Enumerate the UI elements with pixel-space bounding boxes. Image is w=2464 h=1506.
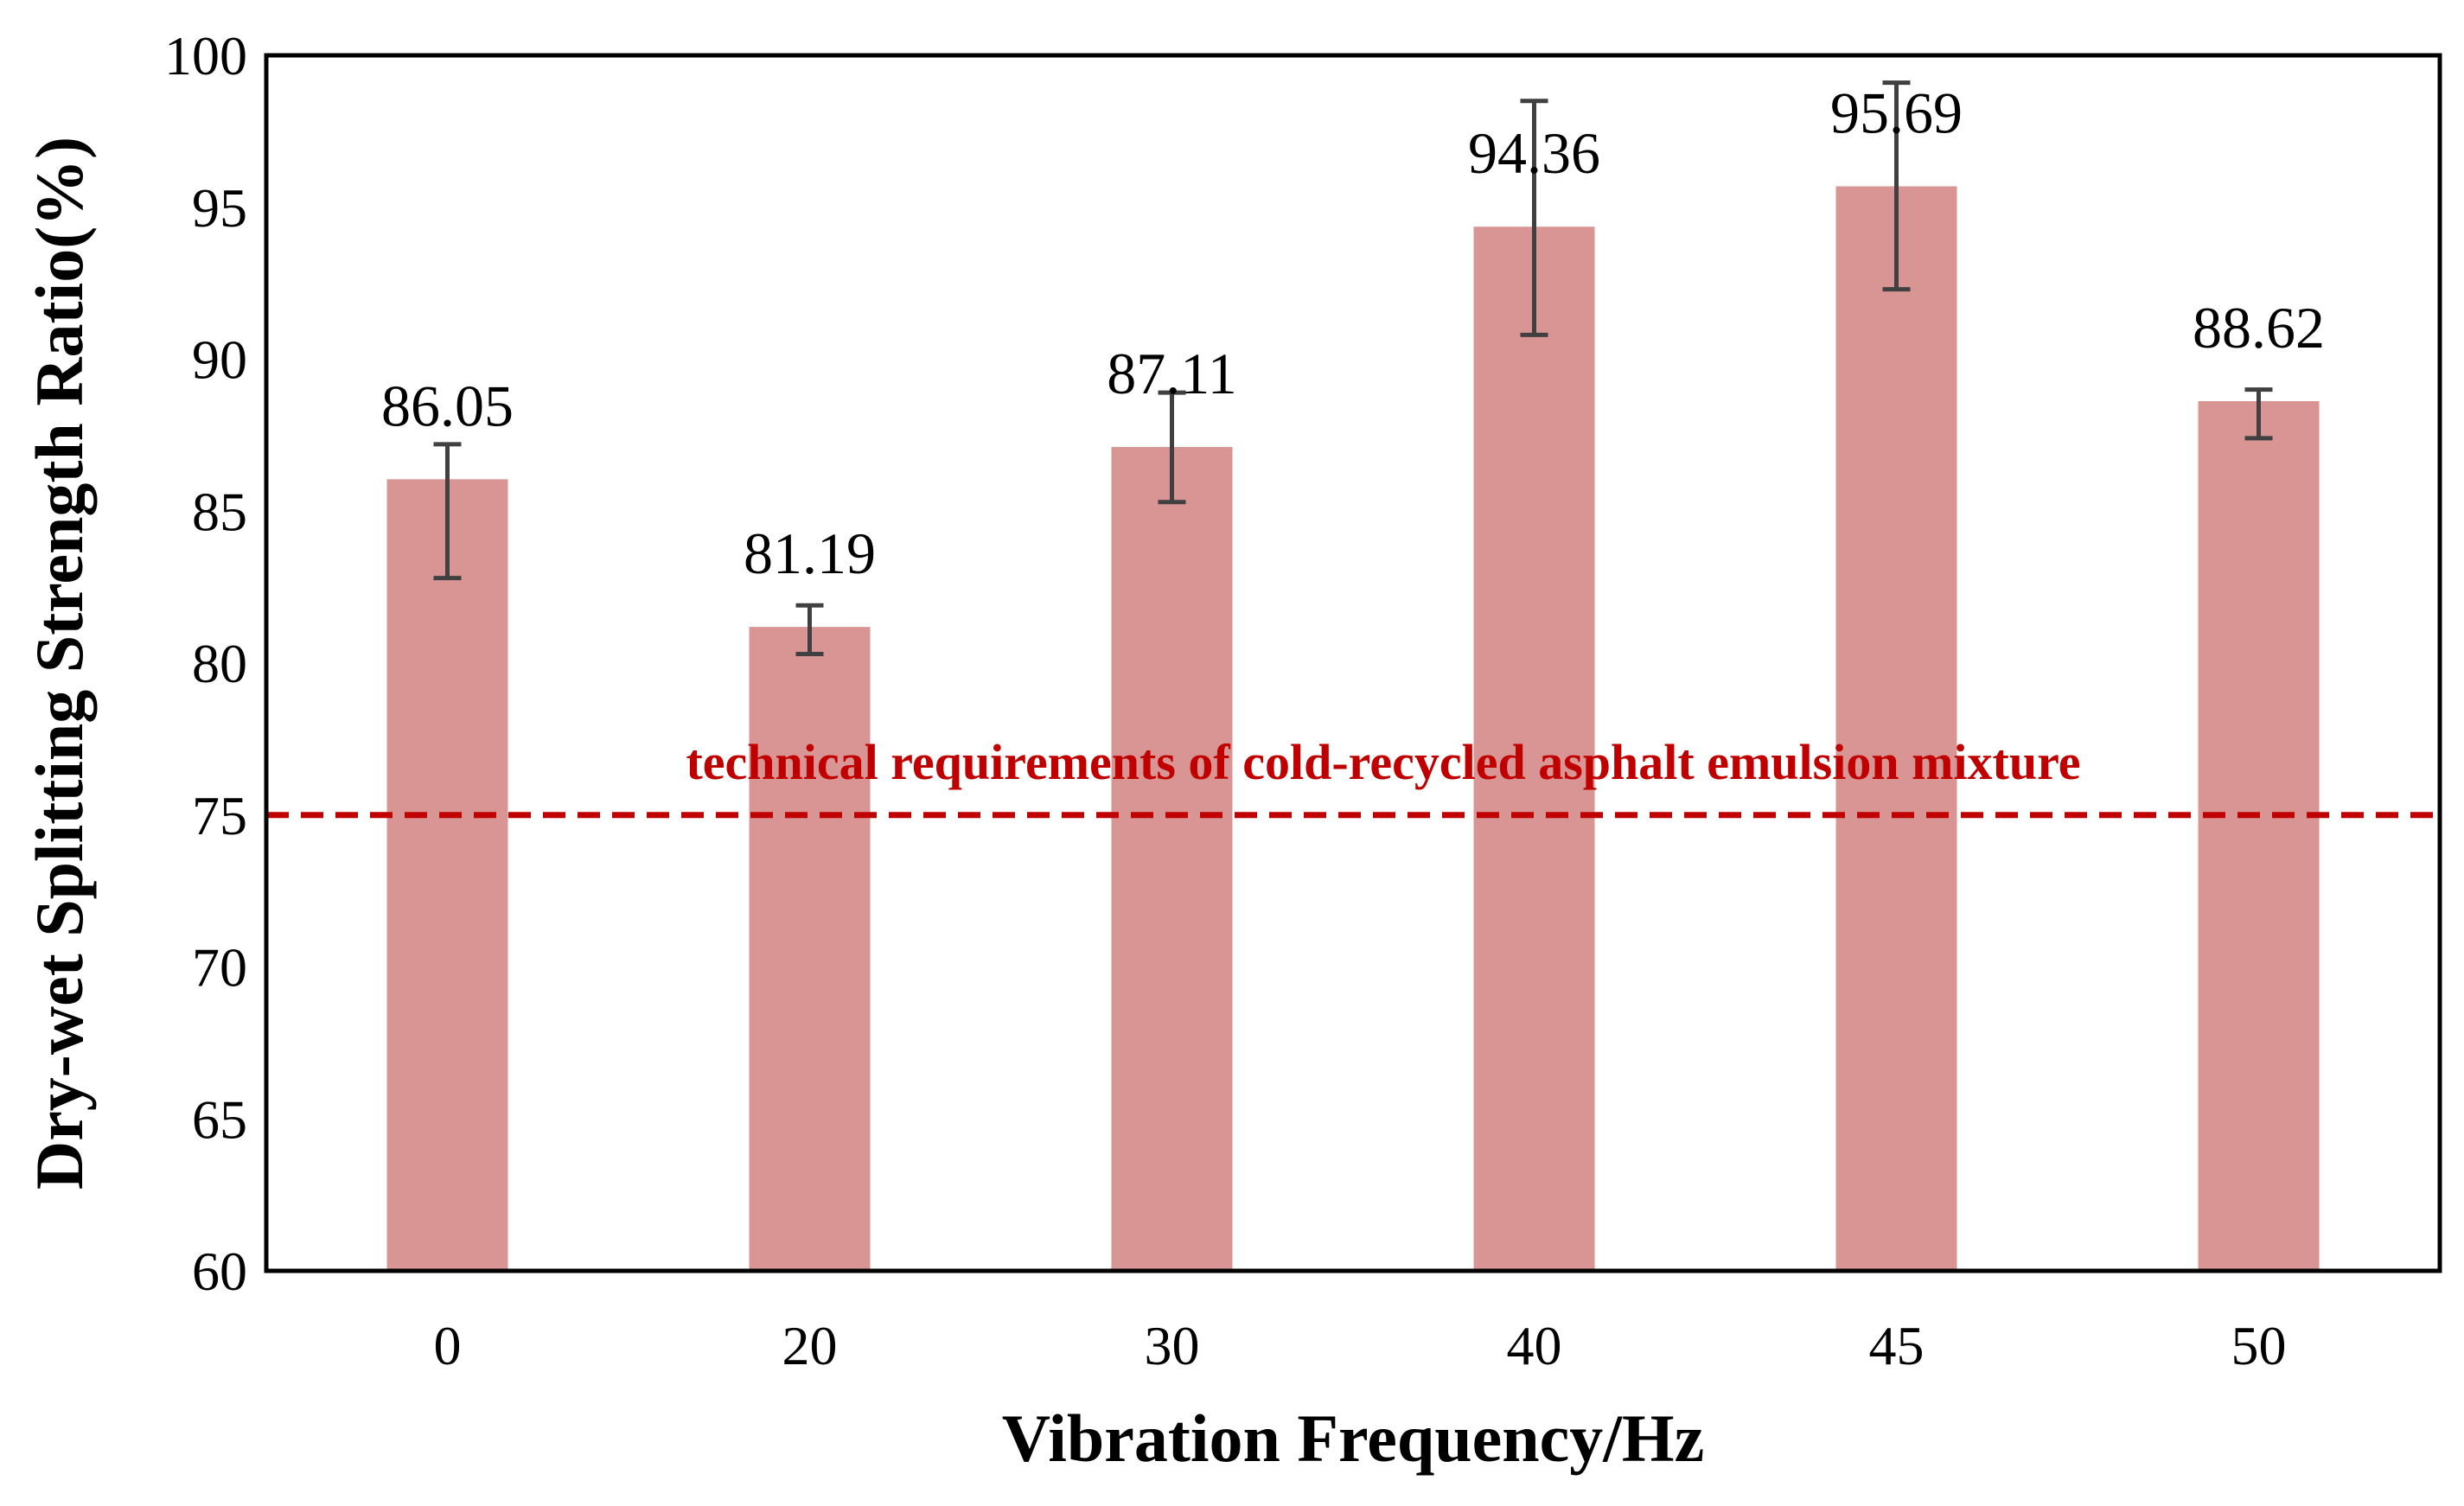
y-axis-ticks: 60 65 70 75 80 85 90 95 100 (164, 25, 247, 1302)
bar (1111, 447, 1233, 1271)
x-axis-title: Vibration Frequency/Hz (1002, 1401, 1704, 1476)
bar (2198, 401, 2320, 1272)
y-tick-label: 100 (164, 25, 247, 86)
y-tick-label: 70 (192, 937, 247, 999)
x-tick-label: 45 (1869, 1315, 1925, 1376)
bar (1473, 227, 1595, 1272)
x-tick-label: 40 (1507, 1315, 1562, 1376)
bar (749, 627, 871, 1271)
data-label: 81.19 (744, 520, 876, 586)
y-tick-label: 65 (192, 1088, 247, 1150)
x-tick-label: 30 (1145, 1315, 1200, 1376)
reference-line-label: technical requirements of cold-recycled … (686, 734, 2080, 790)
error-bars-group (433, 80, 2273, 656)
data-label: 88.62 (2193, 295, 2325, 361)
y-axis-title: Dry-wet Splitting Strength Ratio(%) (22, 137, 97, 1190)
x-tick-label: 0 (434, 1315, 462, 1376)
plot-area-frame (264, 53, 2442, 1273)
x-tick-label: 50 (2231, 1315, 2287, 1376)
y-tick-label: 75 (192, 785, 247, 846)
y-tick-label: 85 (192, 481, 247, 542)
bar (386, 479, 508, 1271)
data-label: 95.69 (1830, 80, 1963, 145)
data-label: 94.36 (1468, 120, 1600, 186)
bar (1835, 186, 1957, 1272)
y-tick-label: 80 (192, 633, 247, 694)
y-tick-label: 90 (192, 329, 247, 391)
bars-group (386, 186, 2320, 1272)
y-tick-label: 60 (192, 1241, 247, 1302)
data-labels-group: 86.05 81.19 87.11 94.36 95.69 88.62 (381, 80, 2325, 586)
x-axis-ticks: 0 20 30 40 45 50 (434, 1315, 2287, 1376)
data-label: 86.05 (381, 373, 514, 438)
y-tick-label: 95 (192, 177, 247, 239)
x-tick-label: 20 (782, 1315, 838, 1376)
data-label: 87.11 (1107, 341, 1236, 406)
